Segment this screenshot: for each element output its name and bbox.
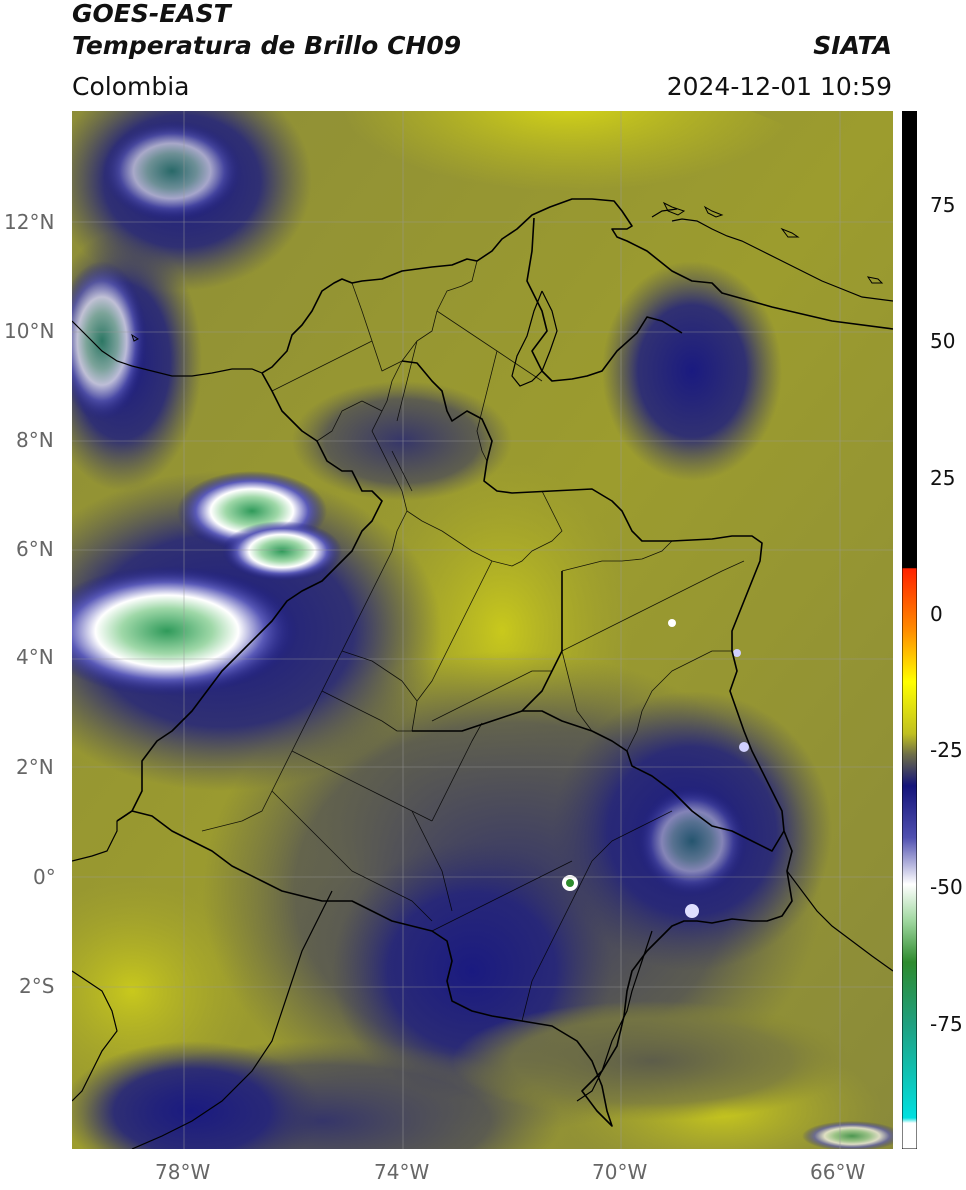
lat-tick-0: 0° bbox=[33, 865, 56, 889]
colorbar-tick-25: 25 bbox=[930, 466, 956, 490]
colorbar-tick-0: 0 bbox=[930, 602, 943, 626]
coastlines bbox=[72, 208, 893, 1149]
lon-tick-70w: 70°W bbox=[592, 1160, 648, 1184]
colorbar-tick-minus25: -25 bbox=[930, 738, 963, 762]
department-borders bbox=[201, 260, 745, 1022]
colorbar-tick-50: 50 bbox=[930, 329, 956, 353]
islands bbox=[131, 201, 884, 342]
colorbar-tick-minus75: -75 bbox=[930, 1012, 963, 1036]
satellite-map bbox=[72, 111, 893, 1149]
lon-tick-74w: 74°W bbox=[374, 1160, 430, 1184]
title-source: SIATA bbox=[813, 31, 892, 60]
graticule bbox=[72, 111, 893, 1149]
title-product: Temperatura de Brillo CH09 bbox=[72, 31, 462, 60]
subtitle-datetime: 2024-12-01 10:59 bbox=[666, 72, 892, 101]
lat-tick-8n: 8°N bbox=[16, 428, 54, 452]
national-borders bbox=[116, 198, 893, 1127]
lat-tick-10n: 10°N bbox=[4, 319, 55, 343]
subtitle-region: Colombia bbox=[72, 72, 190, 101]
lat-tick-6n: 6°N bbox=[16, 537, 54, 561]
lat-tick-12n: 12°N bbox=[4, 210, 55, 234]
temperature-colorbar bbox=[902, 111, 917, 1149]
colorbar-tick-75: 75 bbox=[930, 193, 956, 217]
lon-tick-78w: 78°W bbox=[155, 1160, 211, 1184]
lon-tick-66w: 66°W bbox=[810, 1160, 866, 1184]
lat-tick-2n: 2°N bbox=[16, 755, 54, 779]
lat-tick-2s: 2°S bbox=[19, 974, 55, 998]
title-satellite: GOES-EAST bbox=[72, 0, 231, 28]
lat-tick-4n: 4°N bbox=[16, 645, 54, 669]
colorbar-tick-minus50: -50 bbox=[930, 875, 963, 899]
